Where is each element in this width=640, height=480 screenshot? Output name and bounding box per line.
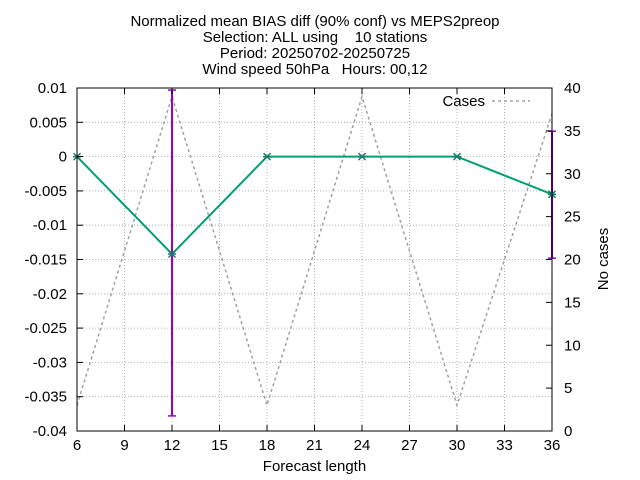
chart-title: Normalized mean BIAS diff (90% conf) vs … [130,13,499,78]
y2-tick-label: 20 [564,252,581,269]
title-line-4: Wind speed 50hPa Hours: 00,12 [202,61,427,78]
y-tick-label: -0.04 [33,423,67,440]
y-tick-label: -0.025 [24,320,67,337]
bias-point [262,152,272,161]
y-tick-label: 0.005 [29,114,67,131]
bias-line [76,155,553,256]
y-tick-label: 0 [59,149,67,166]
x-tick-label: 30 [449,437,466,454]
y-tick-label: -0.015 [24,252,67,269]
x-tick-label: 6 [73,437,81,454]
bias-point [357,152,367,161]
x-tick-label: 27 [401,437,418,454]
title-line-1: Normalized mean BIAS diff (90% conf) vs … [130,13,499,30]
y-tick-label: -0.005 [24,183,67,200]
x-tick-label: 36 [544,437,561,454]
y2-tick-label: 0 [564,423,572,440]
axis-ticks: 6 9 12 15 18 21 24 27 30 33 36 0.01 0.005 0 -0.005 -0.0… [24,80,580,454]
bias-series [72,89,557,417]
y2-tick-label: 30 [564,166,581,183]
grid [77,88,552,431]
x-axis-label: Forecast length [263,458,366,475]
y2-tick-label: 10 [564,337,581,354]
y2-tick-label: 40 [564,80,581,97]
y-tick-label: 0.01 [38,80,67,97]
title-line-3: Period: 20250702-20250725 [220,45,410,62]
y2-tick-label: 25 [564,209,581,226]
x-tick-label: 18 [259,437,276,454]
y2-tick-label: 15 [564,294,581,311]
bias-point [167,249,177,259]
legend-label-cases: Cases [442,93,485,110]
x-tick-label: 21 [306,437,323,454]
y-tick-label: -0.035 [24,389,67,406]
y-tick-label: -0.03 [33,354,67,371]
title-line-2: Selection: ALL using 10 stations [203,29,428,46]
x-tick-label: 24 [354,437,371,454]
x-tick-label: 33 [496,437,513,454]
y-tick-label: -0.02 [33,286,67,303]
legend: Cases [442,93,530,110]
x-tick-label: 12 [164,437,181,454]
y-tick-label: -0.01 [33,217,67,234]
x-tick-label: 15 [211,437,228,454]
bias-point [452,152,462,161]
y2-tick-label: 5 [564,380,572,397]
y2-axis-label: No cases [595,228,612,291]
y2-tick-label: 35 [564,123,581,140]
x-tick-label: 9 [120,437,128,454]
